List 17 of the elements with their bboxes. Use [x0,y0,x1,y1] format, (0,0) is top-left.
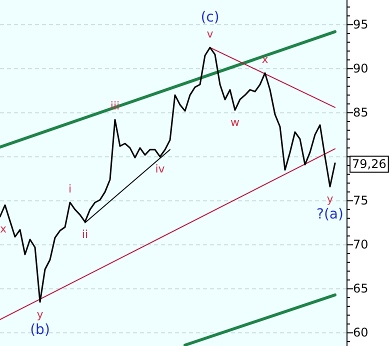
y-tick-label: 95 [353,17,368,32]
data-label: x [262,53,269,66]
y-tick-label: 70 [353,238,368,252]
data-label: ii [82,228,88,241]
data-label: x [0,222,7,236]
y-tick-label: 65 [353,282,368,296]
y-tick-label: 60 [353,326,368,340]
data-label: y ?(a) [316,192,344,223]
data-label: y (b) [30,308,50,338]
data-label: w [230,116,240,130]
y-tick-label: 75 [353,194,368,208]
data-label: i [68,182,72,196]
y-tick-label: 90 [353,62,368,76]
data-label: iv [155,162,166,176]
data-label: (c) v [200,10,220,41]
annotation: 79,26 [352,157,386,172]
y-tick-label: 85 [353,106,368,120]
